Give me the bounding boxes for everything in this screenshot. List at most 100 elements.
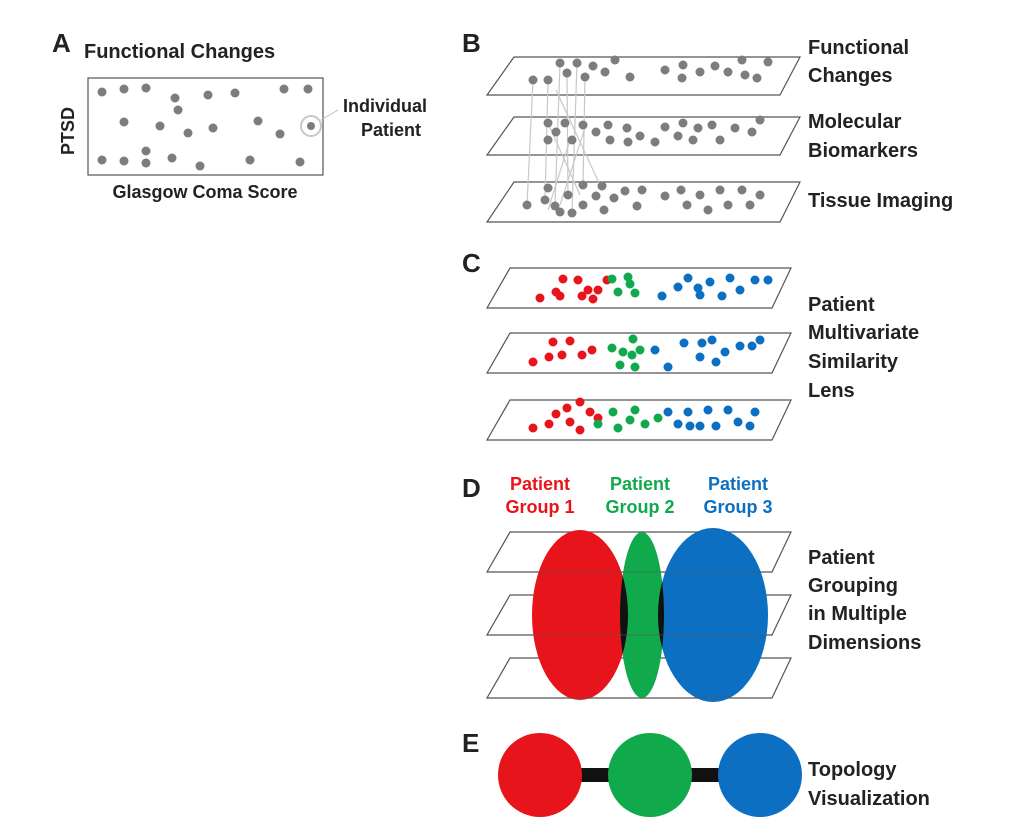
group-3-patient-dot: [763, 275, 773, 285]
group-3-patient-dot: [683, 273, 693, 283]
similarity-plane-3: [485, 399, 792, 441]
layer-label-1-line-1: Functional: [808, 37, 909, 59]
panel-b-patient-dots: [522, 55, 773, 218]
group-2-patient-dot: [615, 360, 625, 370]
patient-group-2-ellipse: [620, 532, 664, 698]
group-3-patient-dot: [720, 347, 730, 357]
layer-label-2-line-1: Molecular: [808, 111, 902, 133]
group-3-patient-dot: [711, 357, 721, 367]
group-3-patient-dot: [707, 335, 717, 345]
correspondence-line: [547, 139, 571, 211]
patient-dot: [745, 200, 755, 210]
group-3-patient-dot: [673, 419, 683, 429]
patient-dot: [97, 87, 107, 97]
patient-dot: [295, 157, 305, 167]
callout-line-1: Individual: [343, 96, 427, 116]
topology-node-group-3: [718, 733, 802, 817]
group-2-patient-dot: [613, 423, 623, 433]
patient-dot: [528, 75, 538, 85]
group-3-patient-dot: [683, 407, 693, 417]
panel-c-letter: C: [462, 248, 481, 278]
group-1-patient-dot: [551, 409, 561, 419]
group-1-patient-dot: [585, 407, 595, 417]
patient-dot: [560, 118, 570, 128]
panel-a-title: Functional Changes: [84, 41, 275, 63]
group-1-patient-dot: [544, 419, 554, 429]
group-1-patient-dot: [548, 337, 558, 347]
group-1-patient-dot: [555, 291, 565, 301]
patient-dot: [723, 200, 733, 210]
group-3-patient-dot: [697, 338, 707, 348]
patient-dot: [578, 120, 588, 130]
group-2-label-line-2: Group 2: [605, 497, 674, 517]
group-2-patient-dot: [618, 347, 628, 357]
group-2-patient-dot: [653, 413, 663, 423]
patient-dot: [543, 135, 553, 145]
group-3-label-line-2: Group 3: [703, 497, 772, 517]
panel-c-label-line-3: Similarity: [808, 351, 899, 373]
patient-dot: [603, 120, 613, 130]
layer-label-3: Tissue Imaging: [808, 190, 953, 212]
group-3-patient-dot: [725, 273, 735, 283]
group-2-patient-dot: [625, 279, 635, 289]
group-3-patient-dot: [663, 362, 673, 372]
group-2-patient-dot: [628, 334, 638, 344]
group-2-patient-dot: [635, 345, 645, 355]
group-3-patient-dot: [735, 341, 745, 351]
patient-dot: [230, 88, 240, 98]
group-1-patient-dot: [575, 397, 585, 407]
patient-group-1-ellipse: [532, 530, 628, 700]
group-2-label-line-1: Patient: [610, 474, 670, 494]
correspondence-line: [566, 72, 569, 196]
group-3-patient-dot: [703, 405, 713, 415]
patient-dot: [677, 73, 687, 83]
group-1-patient-dot: [565, 417, 575, 427]
patient-dot: [723, 67, 733, 77]
patient-dot: [737, 185, 747, 195]
group-3-patient-dot: [711, 421, 721, 431]
group-1-patient-dot: [558, 274, 568, 284]
group-2-patient-dot: [625, 415, 635, 425]
group-3-patient-dot: [663, 407, 673, 417]
group-2-patient-dot: [593, 419, 603, 429]
patient-dot: [119, 156, 129, 166]
panel-b: B Functional Changes Molecular Biomarker…: [462, 28, 953, 223]
patient-dot: [600, 67, 610, 77]
group-3-patient-dot: [673, 282, 683, 292]
group-2-patient-dot: [630, 362, 640, 372]
group-1-patient-dot: [577, 350, 587, 360]
group-2-patient-dot: [623, 272, 633, 282]
topology-node-group-2: [608, 733, 692, 817]
group-1-patient-dot: [577, 291, 587, 301]
panel-d-label-line-4: Dimensions: [808, 632, 921, 654]
patient-dot: [605, 135, 615, 145]
panel-a-letter: A: [52, 28, 71, 58]
patient-dot: [660, 65, 670, 75]
patient-dot: [660, 122, 670, 132]
patient-dot: [682, 200, 692, 210]
group-2-patient-dot: [640, 419, 650, 429]
group-3-patient-dot: [755, 335, 765, 345]
patient-dot: [195, 161, 205, 171]
patient-dot: [588, 61, 598, 71]
patient-dot: [141, 146, 151, 156]
correspondence-line: [555, 89, 601, 186]
group-3-patient-dot: [750, 275, 760, 285]
patient-dot: [119, 84, 129, 94]
panel-b-letter: B: [462, 28, 481, 58]
group-1-label-line-1: Patient: [510, 474, 570, 494]
group-3-patient-dot: [685, 421, 695, 431]
panel-c-label-line-2: Multivariate: [808, 322, 919, 344]
group-3-patient-dot: [695, 290, 705, 300]
group-3-patient-dot: [679, 338, 689, 348]
patient-dot: [203, 90, 213, 100]
group-1-patient-dot: [557, 350, 567, 360]
panel-c: C Patient Multivariate Similarity Lens: [462, 248, 919, 441]
patient-dot: [673, 131, 683, 141]
patient-dot: [97, 155, 107, 165]
group-3-patient-dot: [717, 291, 727, 301]
correspondence-line: [526, 79, 534, 206]
group-3-patient-dot: [650, 345, 660, 355]
patient-dot: [730, 123, 740, 133]
